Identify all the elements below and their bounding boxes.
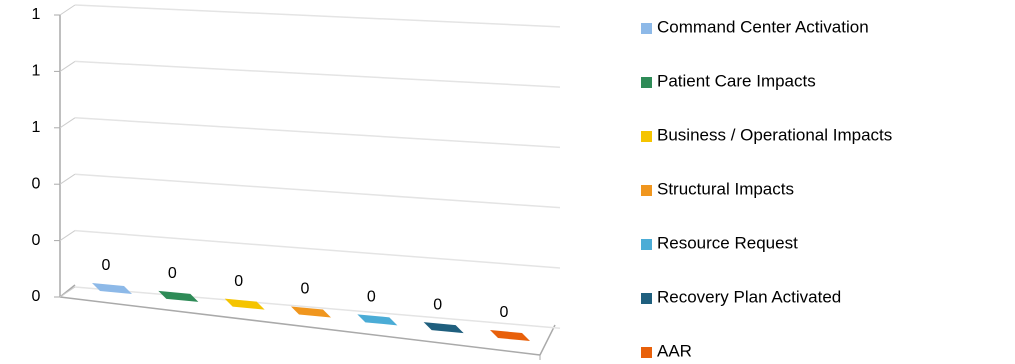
y-tick-label: 1: [32, 6, 41, 23]
legend-label: Recovery Plan Activated: [657, 287, 841, 306]
grid-line: [74, 117, 561, 149]
bar: [357, 314, 398, 326]
grid-line: [59, 230, 76, 242]
grid-line: [74, 286, 561, 329]
legend-swatch: [641, 23, 652, 34]
grid-line: [74, 229, 561, 269]
data-label: 0: [102, 257, 111, 274]
data-label: 0: [301, 281, 310, 298]
data-label: 0: [367, 289, 376, 306]
bar: [224, 298, 265, 310]
data-label: 0: [433, 296, 442, 313]
grid-line: [59, 60, 76, 72]
grid-line: [74, 4, 561, 28]
legend-label: Structural Impacts: [657, 179, 794, 198]
floor-side: [539, 324, 556, 356]
floor-front: [59, 296, 541, 356]
legend-label: Resource Request: [657, 233, 798, 252]
legend-swatch: [641, 131, 652, 142]
y-tick-label: 0: [32, 175, 41, 192]
bar: [158, 290, 199, 302]
grid-line: [59, 173, 76, 185]
legend-label: Business / Operational Impacts: [657, 125, 892, 144]
grid-line: [59, 4, 76, 16]
grid-line: [74, 173, 561, 209]
data-label: 0: [234, 273, 243, 290]
y-tick-label: 1: [32, 63, 41, 80]
data-label: 0: [500, 304, 509, 321]
bar: [423, 322, 464, 334]
legend: Command Center Activation Patient Care Im…: [641, 17, 892, 360]
legend-swatch: [641, 293, 652, 304]
legend-label: AAR: [657, 341, 692, 360]
grid-line: [74, 60, 561, 88]
bar: [490, 330, 530, 341]
data-label: 0: [168, 265, 177, 282]
legend-label: Command Center Activation: [657, 17, 869, 36]
y-tick-label: 1: [32, 119, 41, 136]
grid-line: [59, 117, 76, 129]
legend-swatch: [641, 77, 652, 88]
legend-swatch: [641, 347, 652, 358]
legend-swatch: [641, 239, 652, 250]
legend-swatch: [641, 185, 652, 196]
bar: [92, 283, 132, 294]
y-tick-label: 0: [32, 288, 41, 305]
grid-line: [59, 286, 76, 298]
y-tick-label: 0: [32, 232, 41, 249]
bar: [291, 306, 331, 318]
legend-label: Patient Care Impacts: [657, 71, 816, 90]
